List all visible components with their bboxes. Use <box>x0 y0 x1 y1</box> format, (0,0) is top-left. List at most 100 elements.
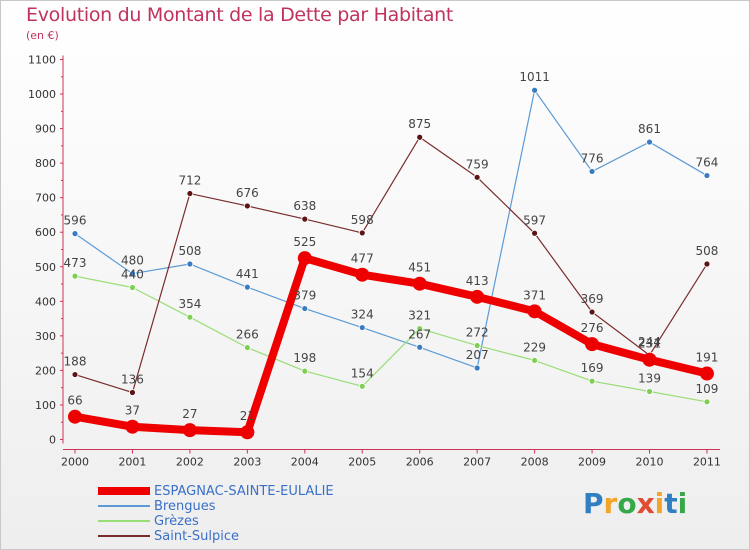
data-point-brengues <box>358 324 366 331</box>
data-point-espagnac-sainte-eulalie <box>585 337 600 352</box>
x-tick-label: 2007 <box>463 456 491 469</box>
logo-letter: P <box>583 487 604 520</box>
legend-label-saint-sulpice: Saint-Sulpice <box>154 529 239 544</box>
logo-letter: x <box>636 487 655 520</box>
legend-swatch-saint-sulpice <box>98 535 150 537</box>
data-point-saint-sulpice <box>531 229 538 237</box>
data-point-brengues <box>243 283 251 291</box>
data-label-espagnac-sainte-eulalie: 37 <box>125 404 140 418</box>
data-point-saint-sulpice <box>301 215 309 223</box>
logo-letter: r <box>603 487 618 520</box>
data-point-espagnac-sainte-eulalie <box>642 352 657 367</box>
data-label-brengues: 764 <box>695 156 718 170</box>
data-label-saint-sulpice: 508 <box>695 244 718 258</box>
data-label-saint-sulpice: 369 <box>581 292 604 306</box>
y-tick-label: 400 <box>35 295 56 308</box>
data-point-saint-sulpice <box>473 173 481 181</box>
data-label-espagnac-sainte-eulalie: 477 <box>351 252 374 266</box>
logo-letter: i <box>677 487 688 520</box>
data-point-brengues <box>129 270 136 278</box>
x-tick-label: 2009 <box>578 456 606 469</box>
data-label-brengues: 324 <box>351 308 374 322</box>
legend-label-brengues: Brengues <box>154 499 216 514</box>
chart-unit-label: (en €) <box>26 29 59 42</box>
data-label-gr-zes: 154 <box>351 366 374 380</box>
data-label-espagnac-sainte-eulalie: 525 <box>293 235 316 249</box>
data-point-gr-zes <box>71 272 79 280</box>
series-line-espagnac-sainte-eulalie <box>71 254 711 437</box>
data-label-saint-sulpice: 638 <box>293 199 316 213</box>
data-label-saint-sulpice: 759 <box>466 157 489 171</box>
data-point-brengues <box>473 364 481 372</box>
data-label-gr-zes: 440 <box>121 268 144 282</box>
data-point-gr-zes <box>301 367 309 375</box>
data-point-brengues <box>588 168 596 175</box>
series-line-brengues <box>74 89 708 369</box>
data-point-saint-sulpice <box>358 229 366 237</box>
y-tick-label: 100 <box>35 399 56 412</box>
proxiti-logo: Proxiti <box>583 487 687 520</box>
data-point-gr-zes <box>473 342 481 349</box>
data-point-gr-zes <box>416 325 424 333</box>
data-point-saint-sulpice <box>243 202 251 210</box>
x-tick-label: 2006 <box>406 456 434 469</box>
data-point-espagnac-sainte-eulalie <box>355 267 370 282</box>
data-point-espagnac-sainte-eulalie <box>182 423 197 438</box>
data-point-saint-sulpice <box>416 133 424 141</box>
x-tick-label: 2000 <box>61 456 89 469</box>
data-label-brengues: 508 <box>178 244 201 258</box>
data-label-gr-zes: 354 <box>178 297 201 311</box>
data-label-saint-sulpice: 875 <box>408 117 431 131</box>
data-point-espagnac-sainte-eulalie <box>297 251 312 266</box>
data-label-brengues: 1011 <box>519 70 550 84</box>
data-label-gr-zes: 321 <box>408 309 431 323</box>
logo-letter: o <box>617 487 637 520</box>
data-point-gr-zes <box>129 284 136 291</box>
data-label-espagnac-sainte-eulalie: 413 <box>466 274 489 288</box>
y-tick-label: 200 <box>35 364 56 377</box>
data-point-gr-zes <box>703 398 711 406</box>
x-tick-label: 2005 <box>348 456 376 469</box>
legend-label-espagnac-sainte-eulalie: ESPAGNAC-SAINTE-EULALIE <box>154 484 334 499</box>
chart-title: Evolution du Montant de la Dette par Hab… <box>26 4 454 26</box>
data-point-espagnac-sainte-eulalie <box>699 366 714 381</box>
data-label-gr-zes: 266 <box>236 328 259 342</box>
legend-swatch-brengues <box>98 505 150 507</box>
data-label-espagnac-sainte-eulalie: 66 <box>67 394 82 408</box>
y-tick-label: 0 <box>49 434 56 447</box>
data-label-saint-sulpice: 712 <box>178 174 201 188</box>
data-point-gr-zes <box>358 382 366 390</box>
data-label-saint-sulpice: 244 <box>638 335 661 349</box>
data-label-saint-sulpice: 188 <box>64 355 87 369</box>
data-point-brengues <box>186 260 194 268</box>
data-point-saint-sulpice <box>588 308 596 316</box>
data-label-saint-sulpice: 597 <box>523 213 546 227</box>
data-point-espagnac-sainte-eulalie <box>68 409 82 424</box>
data-label-saint-sulpice: 598 <box>351 213 374 227</box>
data-label-brengues: 379 <box>293 289 316 303</box>
data-label-espagnac-sainte-eulalie: 231 <box>638 337 661 351</box>
logo-letter: i <box>654 487 665 520</box>
data-label-brengues: 441 <box>236 267 259 281</box>
data-label-brengues: 861 <box>638 122 661 136</box>
legend-label-gr-zes: Grèzes <box>154 514 199 529</box>
data-point-espagnac-sainte-eulalie <box>240 425 255 440</box>
data-label-saint-sulpice: 136 <box>121 373 144 387</box>
data-point-brengues <box>416 343 424 351</box>
data-label-espagnac-sainte-eulalie: 451 <box>408 261 431 275</box>
y-tick-label: 800 <box>35 157 56 170</box>
data-label-espagnac-sainte-eulalie: 191 <box>695 351 718 365</box>
data-point-espagnac-sainte-eulalie <box>527 304 542 319</box>
data-point-brengues <box>531 86 538 94</box>
data-point-brengues <box>71 230 79 238</box>
data-label-gr-zes: 272 <box>466 326 489 340</box>
data-point-saint-sulpice <box>71 371 79 378</box>
data-point-brengues <box>301 305 309 312</box>
data-point-brengues <box>646 138 653 146</box>
legend-swatch-gr-zes <box>98 520 150 522</box>
data-label-gr-zes: 229 <box>523 340 546 354</box>
y-tick-label: 1100 <box>28 54 56 67</box>
data-point-espagnac-sainte-eulalie <box>125 419 140 434</box>
x-tick-label: 2001 <box>118 456 146 469</box>
